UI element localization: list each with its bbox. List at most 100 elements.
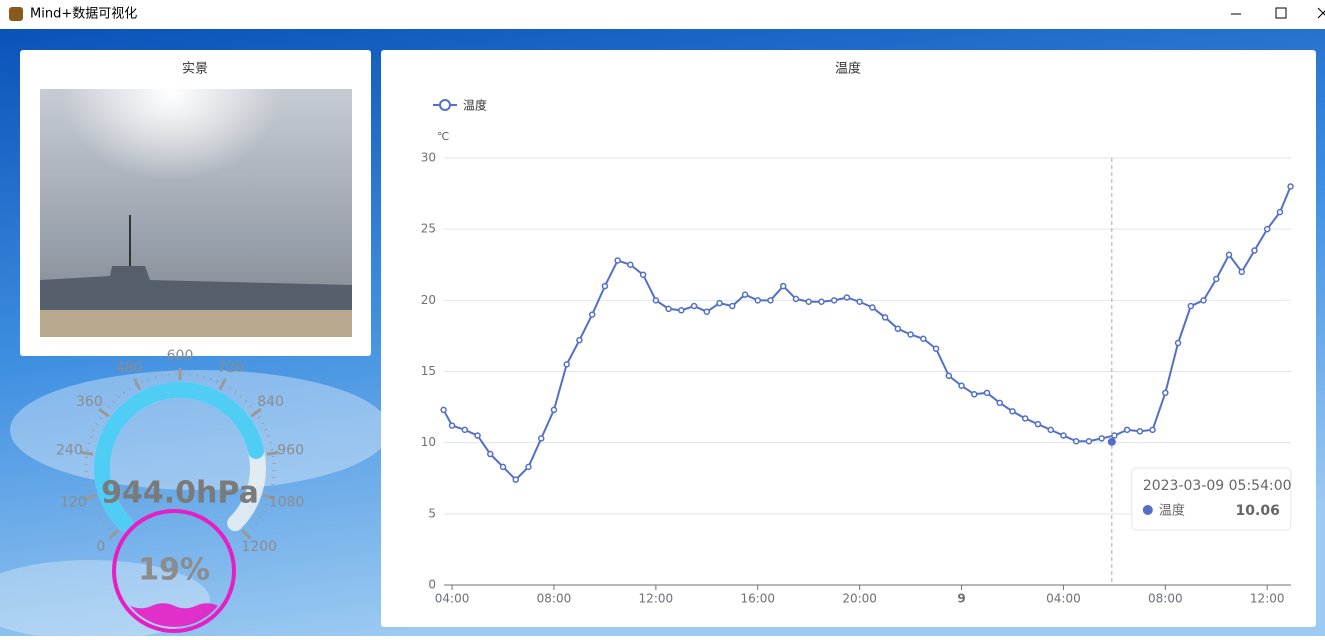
data-point <box>1149 426 1156 434</box>
data-point <box>1162 389 1169 397</box>
data-point <box>983 389 991 397</box>
scene-photo <box>40 89 352 337</box>
tooltip-time: 2023-03-09 05:54:00 <box>1143 478 1292 494</box>
data-point <box>830 297 838 304</box>
data-point <box>1225 251 1233 259</box>
data-point <box>550 406 558 414</box>
gauge-tick-label: 840 <box>257 394 284 410</box>
data-point <box>767 297 774 304</box>
data-point <box>588 311 596 318</box>
x-tick-label: 04:00 <box>435 592 470 606</box>
data-point <box>1187 302 1195 310</box>
data-point <box>614 257 621 264</box>
data-point <box>779 282 787 290</box>
plot-area: 0 5 10 15 20 25 30 04:00 08:00 12:00 16:00 20:00 9 04… <box>421 151 1294 606</box>
gauge-tick-label: 1200 <box>241 539 277 555</box>
x-tick-label: 16:00 <box>740 592 775 606</box>
liquid-border <box>112 509 236 633</box>
data-point <box>1021 415 1029 422</box>
data-point <box>1200 297 1207 304</box>
y-tick-label: 15 <box>421 364 436 378</box>
y-tick-label: 0 <box>428 578 436 592</box>
data-point <box>1098 435 1105 442</box>
data-point <box>499 463 507 471</box>
gauge-tick <box>84 493 97 501</box>
gauge-tick-label: 120 <box>60 495 87 511</box>
data-point <box>601 282 609 290</box>
data-point <box>971 391 978 398</box>
data-point <box>1085 437 1093 445</box>
gauge-tick-label: 600 <box>167 348 194 364</box>
data-point <box>996 399 1004 407</box>
gauge-tick <box>133 378 142 391</box>
data-point <box>487 450 494 458</box>
gauge-tick-label: 480 <box>116 360 143 376</box>
data-point <box>1251 247 1258 254</box>
data-point <box>665 305 672 313</box>
gauge-value: 944.0hPa <box>101 476 259 511</box>
pressure-gauge: 0 120 240 360 480 600 720 840 960 1080 1200 944.0hP… <box>56 348 304 555</box>
x-tick-label: 9 <box>957 592 965 606</box>
maximize-button[interactable] <box>1275 7 1287 19</box>
x-tick-label: 12:00 <box>1250 592 1285 606</box>
gauge-tick <box>80 450 94 456</box>
x-tick-label: 08:00 <box>1148 592 1183 606</box>
data-point <box>461 426 469 434</box>
tooltip-marker <box>1142 505 1153 515</box>
close-button[interactable] <box>1317 7 1325 19</box>
gauge-tick-label: 1080 <box>269 495 305 511</box>
data-point <box>1238 268 1246 276</box>
gauge-tick-label: 960 <box>277 442 304 458</box>
legend-marker <box>439 99 451 111</box>
gauge-tick <box>241 529 252 540</box>
title-bar <box>0 0 1325 29</box>
data-point <box>525 463 532 471</box>
data-point <box>1047 426 1054 434</box>
data-point <box>537 435 545 442</box>
x-tick-label: 08:00 <box>537 592 572 606</box>
gauge-tick <box>98 408 110 418</box>
data-point <box>716 299 723 307</box>
tooltip-box <box>1131 467 1292 531</box>
hover-point <box>1107 437 1116 446</box>
y-tick-label: 5 <box>428 506 436 520</box>
data-point <box>881 314 889 321</box>
data-point <box>754 297 762 304</box>
data-point <box>818 298 825 306</box>
data-point <box>627 261 634 268</box>
data-point <box>1072 437 1080 445</box>
data-point <box>1034 420 1042 428</box>
data-point <box>703 308 711 315</box>
gauge-tick-label: 360 <box>76 394 103 410</box>
data-point <box>1009 408 1016 415</box>
y-axis-unit: ℃ <box>437 130 449 143</box>
data-point <box>907 331 914 338</box>
data-point <box>869 304 876 311</box>
window-title: Mind+数据可视化 <box>30 7 137 22</box>
data-point <box>652 297 660 304</box>
gauge-tick <box>263 493 276 501</box>
chart-title: 温度 <box>835 61 861 77</box>
data-point <box>843 294 851 301</box>
data-point <box>1111 432 1118 439</box>
app-icon <box>9 7 23 21</box>
data-point <box>729 302 736 310</box>
data-point <box>805 298 812 306</box>
legend[interactable]: 温度 <box>433 98 487 113</box>
data-point <box>741 291 749 298</box>
data-point <box>856 298 863 306</box>
data-point <box>440 406 447 414</box>
data-point <box>1060 432 1067 439</box>
data-point <box>792 295 800 303</box>
gauge-tick-label: 240 <box>56 442 83 458</box>
y-tick-label: 25 <box>421 222 436 236</box>
gauge-tick <box>218 378 227 391</box>
gauge-progress <box>94 382 265 532</box>
data-point <box>563 361 570 368</box>
y-tick-label: 10 <box>421 435 436 449</box>
y-tick-label: 20 <box>421 293 436 307</box>
gauge-tick-label: 720 <box>217 360 244 376</box>
gauge-tick-label: 0 <box>96 539 105 555</box>
data-point <box>958 382 965 389</box>
